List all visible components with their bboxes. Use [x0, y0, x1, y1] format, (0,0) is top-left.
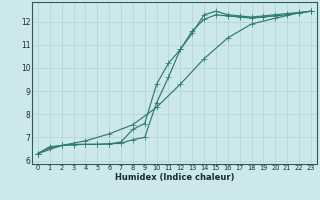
X-axis label: Humidex (Indice chaleur): Humidex (Indice chaleur) [115, 173, 234, 182]
